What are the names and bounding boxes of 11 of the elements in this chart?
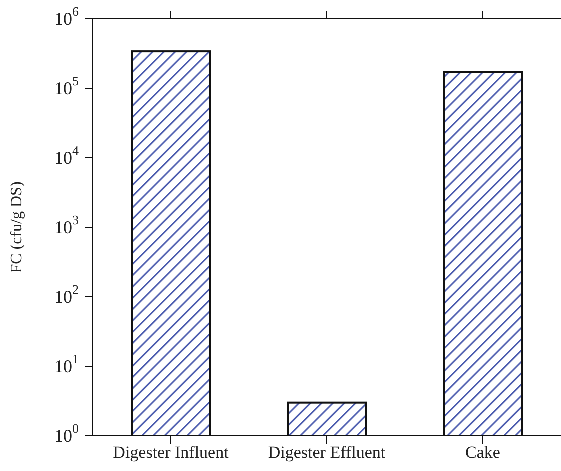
y-tick-label: 10$^{2}$: [54, 282, 79, 307]
x-tick-label: Cake: [466, 443, 500, 462]
y-tick-label: 10$^{1}$: [54, 352, 79, 376]
y-tick-label: 10$^{6}$: [54, 4, 80, 29]
y-tick-label: 10$^{3}$: [54, 212, 79, 238]
y-tick-label: 10$^{5}$: [54, 74, 79, 98]
x-tick-label: Digester Influent: [113, 443, 230, 462]
x-tick-label: Digester Effluent: [268, 443, 386, 462]
y-axis-title: FC (cfu/g DS): [8, 182, 26, 274]
y-tick-label: 10$^{4}$: [54, 143, 80, 168]
y-tick-label: 10$^{0}$: [54, 421, 79, 446]
